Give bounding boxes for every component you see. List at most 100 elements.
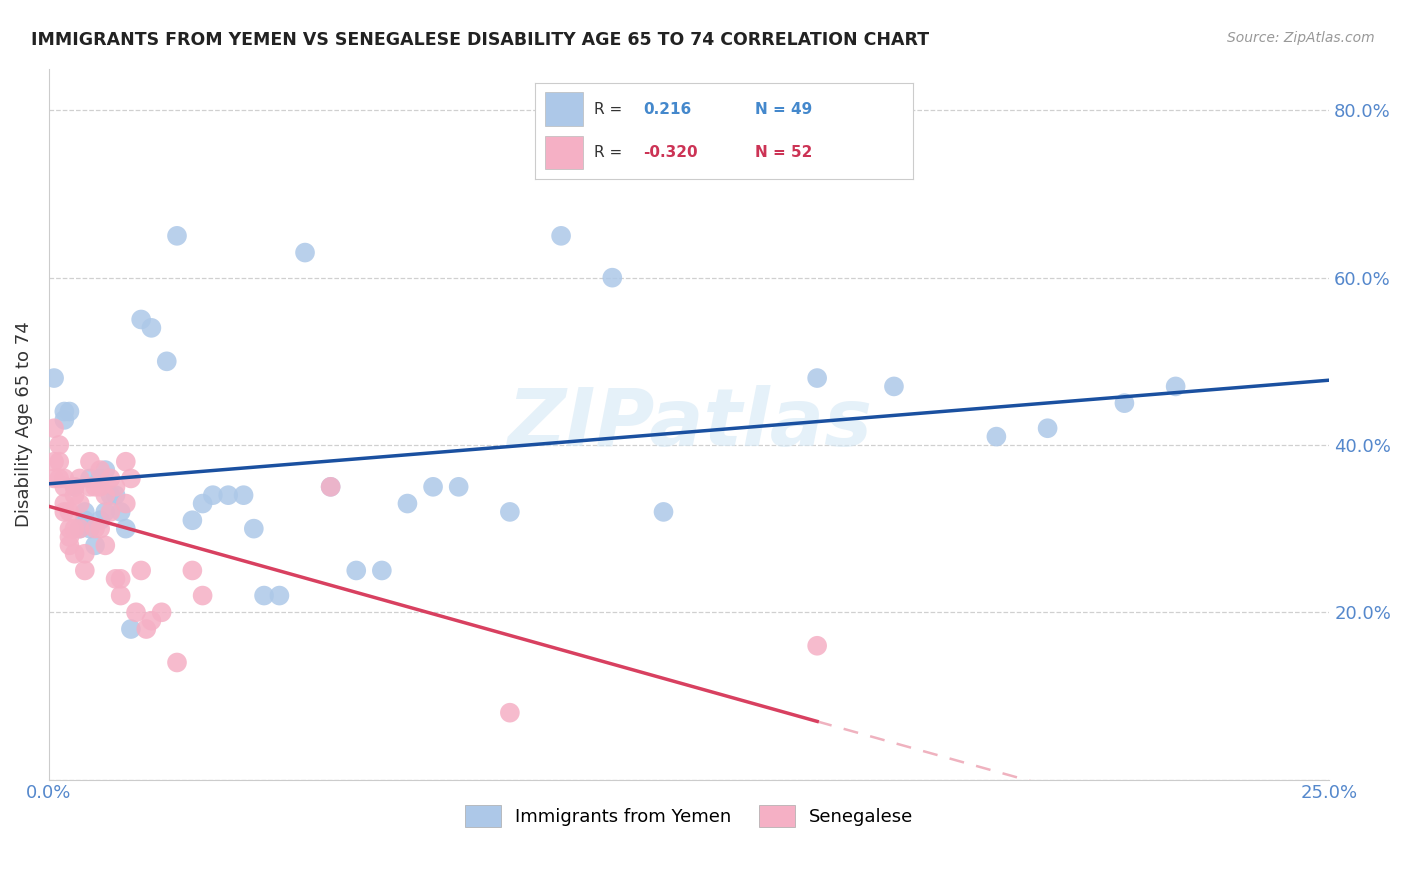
Point xyxy=(191,497,214,511)
Point xyxy=(84,480,107,494)
Point xyxy=(48,438,70,452)
Point xyxy=(1164,379,1187,393)
Point xyxy=(806,371,828,385)
Text: ZIPatlas: ZIPatlas xyxy=(506,385,872,463)
Point xyxy=(58,538,80,552)
Point xyxy=(125,605,148,619)
Point xyxy=(42,455,65,469)
Point xyxy=(58,530,80,544)
Point xyxy=(89,513,111,527)
Point xyxy=(396,497,419,511)
Point xyxy=(69,497,91,511)
Point xyxy=(73,564,96,578)
Point xyxy=(42,421,65,435)
Point xyxy=(100,471,122,485)
Point xyxy=(69,471,91,485)
Point xyxy=(110,572,132,586)
Point xyxy=(110,505,132,519)
Point xyxy=(114,522,136,536)
Point xyxy=(150,605,173,619)
Point xyxy=(48,455,70,469)
Point xyxy=(53,413,76,427)
Point xyxy=(63,547,86,561)
Point xyxy=(94,488,117,502)
Point xyxy=(42,371,65,385)
Point xyxy=(600,270,623,285)
Point xyxy=(550,228,572,243)
Point xyxy=(100,488,122,502)
Point xyxy=(217,488,239,502)
Point xyxy=(141,614,163,628)
Point xyxy=(986,429,1008,443)
Point xyxy=(422,480,444,494)
Point xyxy=(499,505,522,519)
Text: Source: ZipAtlas.com: Source: ZipAtlas.com xyxy=(1227,31,1375,45)
Legend: Immigrants from Yemen, Senegalese: Immigrants from Yemen, Senegalese xyxy=(457,798,921,835)
Point xyxy=(129,564,152,578)
Point xyxy=(69,522,91,536)
Point xyxy=(63,480,86,494)
Point xyxy=(141,321,163,335)
Point xyxy=(94,538,117,552)
Point xyxy=(253,589,276,603)
Point xyxy=(166,228,188,243)
Point xyxy=(94,463,117,477)
Point xyxy=(53,497,76,511)
Point xyxy=(344,564,367,578)
Point xyxy=(73,505,96,519)
Point xyxy=(104,480,127,494)
Point xyxy=(120,622,142,636)
Point xyxy=(652,505,675,519)
Point xyxy=(104,488,127,502)
Point xyxy=(294,245,316,260)
Point xyxy=(89,463,111,477)
Point xyxy=(156,354,179,368)
Point xyxy=(79,455,101,469)
Point xyxy=(499,706,522,720)
Point xyxy=(79,522,101,536)
Point xyxy=(269,589,291,603)
Point xyxy=(181,564,204,578)
Point xyxy=(319,480,342,494)
Point xyxy=(120,471,142,485)
Point xyxy=(201,488,224,502)
Point xyxy=(79,471,101,485)
Point xyxy=(63,480,86,494)
Point xyxy=(84,538,107,552)
Point xyxy=(89,522,111,536)
Point xyxy=(1036,421,1059,435)
Point xyxy=(53,480,76,494)
Point xyxy=(53,505,76,519)
Point xyxy=(94,505,117,519)
Point xyxy=(110,589,132,603)
Point xyxy=(53,471,76,485)
Point xyxy=(232,488,254,502)
Point xyxy=(48,471,70,485)
Point xyxy=(883,379,905,393)
Point xyxy=(319,480,342,494)
Point xyxy=(58,404,80,418)
Point xyxy=(73,513,96,527)
Point xyxy=(79,480,101,494)
Point xyxy=(42,471,65,485)
Point xyxy=(53,404,76,418)
Point xyxy=(191,589,214,603)
Point xyxy=(63,522,86,536)
Point xyxy=(806,639,828,653)
Point xyxy=(243,522,266,536)
Point xyxy=(181,513,204,527)
Point xyxy=(135,622,157,636)
Point xyxy=(63,488,86,502)
Point xyxy=(58,505,80,519)
Point xyxy=(1114,396,1136,410)
Point xyxy=(114,497,136,511)
Point xyxy=(447,480,470,494)
Point xyxy=(166,656,188,670)
Point xyxy=(89,480,111,494)
Point xyxy=(69,522,91,536)
Point xyxy=(371,564,394,578)
Point xyxy=(58,522,80,536)
Text: IMMIGRANTS FROM YEMEN VS SENEGALESE DISABILITY AGE 65 TO 74 CORRELATION CHART: IMMIGRANTS FROM YEMEN VS SENEGALESE DISA… xyxy=(31,31,929,49)
Point xyxy=(129,312,152,326)
Point xyxy=(100,505,122,519)
